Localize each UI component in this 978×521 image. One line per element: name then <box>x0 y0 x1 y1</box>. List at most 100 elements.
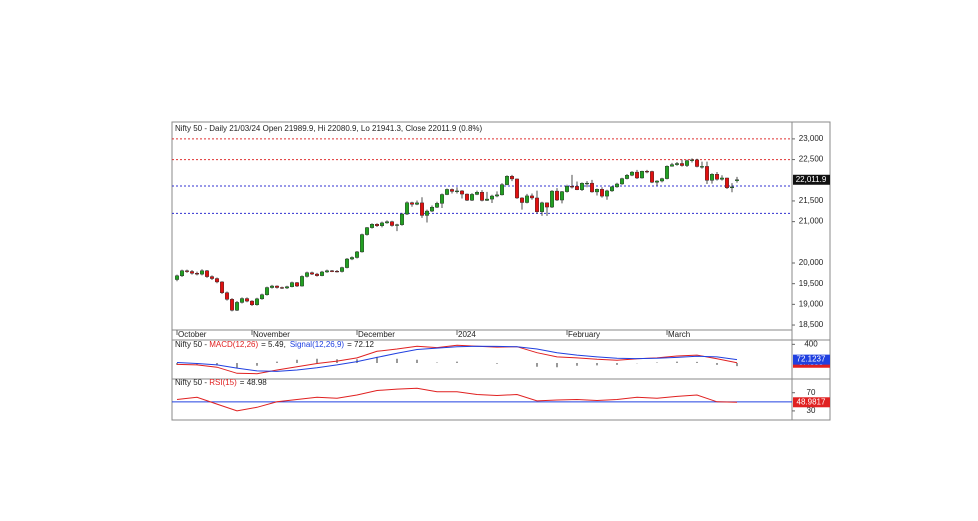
candle-body <box>465 193 470 201</box>
y-tick-label: 18,500 <box>799 320 824 329</box>
candle-body <box>229 299 234 311</box>
y-tick-label: 21,500 <box>799 196 824 205</box>
candle-body <box>325 270 330 273</box>
y-tick-label: 19,000 <box>799 299 824 308</box>
candle-body <box>495 194 500 197</box>
candle-body <box>540 202 545 212</box>
candle-body <box>280 287 285 289</box>
candle-body <box>254 298 259 306</box>
candle-body <box>405 202 410 215</box>
candle-body <box>310 272 315 275</box>
candle-body <box>605 190 610 197</box>
candle-body <box>179 270 184 277</box>
candle-body <box>234 302 239 311</box>
candle-body <box>685 160 690 166</box>
candle-body <box>580 182 585 190</box>
series-line <box>176 345 738 372</box>
y-tick-label: 70 <box>807 388 816 397</box>
candle-body <box>500 184 505 196</box>
candle-body <box>470 194 475 201</box>
candle-body <box>525 195 530 203</box>
candle-body <box>365 227 370 235</box>
candle-body <box>214 278 219 283</box>
candle-body <box>194 273 199 275</box>
value-box-label: 72.1237 <box>797 355 826 364</box>
candle-body <box>615 183 620 188</box>
candle-body <box>400 213 405 225</box>
x-tick-label: February <box>568 330 600 339</box>
candle-body <box>440 194 445 204</box>
x-tick-label: October <box>178 330 207 339</box>
y-tick-label: 23,000 <box>799 134 824 143</box>
candle-body <box>520 197 525 203</box>
value-box <box>793 397 830 408</box>
candle-body <box>710 174 715 181</box>
x-tick-label: December <box>358 330 395 339</box>
candle-body <box>460 190 465 195</box>
candle-body <box>725 177 730 189</box>
candle-body <box>680 163 685 166</box>
candle-body <box>670 164 675 167</box>
candle-body <box>575 186 580 190</box>
chart-title: Nifty 50 - Daily 21/03/24 Open 21989.9, … <box>175 124 483 133</box>
candle-body <box>209 276 214 279</box>
candle-body <box>420 202 425 216</box>
candle-body <box>480 192 485 201</box>
value-box-label: 48.9817 <box>797 397 826 406</box>
legend-name: RSI(15) <box>209 378 237 387</box>
candle-body <box>650 171 655 183</box>
legend: Nifty 50 - RSI(15) = 48.98 <box>175 378 267 387</box>
candle-body <box>199 270 204 275</box>
y-tick-label: 19,500 <box>799 279 824 288</box>
candle-body <box>695 159 700 167</box>
candle-body <box>625 175 630 179</box>
candle-body <box>290 282 295 287</box>
candle-body <box>260 294 265 300</box>
candle-body <box>660 178 665 182</box>
candle-body <box>445 189 450 195</box>
candle-body <box>335 270 340 273</box>
candle-body <box>410 202 415 205</box>
candle-body <box>345 258 350 268</box>
candle-body <box>370 224 375 228</box>
candle-body <box>545 202 550 208</box>
candle-body <box>415 202 420 205</box>
candle-body <box>620 178 625 185</box>
candle-body <box>510 176 515 180</box>
candle-body <box>715 174 720 180</box>
candle-body <box>184 270 189 272</box>
y-tick-label: 21,000 <box>799 217 824 226</box>
candle-body <box>700 166 705 168</box>
candle-body <box>390 221 395 226</box>
y-tick-label: 20,000 <box>799 258 824 267</box>
candle-body <box>630 171 635 176</box>
candle-body <box>355 251 360 258</box>
candle-body <box>174 275 179 280</box>
candle-body <box>189 271 194 274</box>
legend: Nifty 50 - MACD(12,26) = 5.49, Signal(12,2… <box>175 340 375 349</box>
y-tick-label: 400 <box>804 339 818 348</box>
candle-body <box>515 178 520 199</box>
candle-body <box>380 222 385 226</box>
legend-name: Signal(12,26,9) <box>290 340 345 349</box>
candle-body <box>640 171 645 179</box>
candle-body <box>340 267 345 272</box>
candle-body <box>455 190 460 192</box>
x-tick-label: November <box>253 330 290 339</box>
candle-body <box>385 221 390 224</box>
candle-body <box>530 195 535 199</box>
candle-body <box>244 298 249 302</box>
candle-body <box>505 176 510 185</box>
candle-body <box>360 234 365 253</box>
candle-body <box>475 192 480 195</box>
candle-body <box>655 180 660 183</box>
candle-body <box>550 190 555 208</box>
candle-body <box>735 179 740 181</box>
legend-value: = 72.12 <box>347 340 374 349</box>
candle-body <box>450 189 455 192</box>
series-line <box>176 387 738 412</box>
candle-body <box>435 203 440 208</box>
candle-body <box>490 195 495 200</box>
candle-body <box>690 159 695 161</box>
candle-body <box>635 171 640 179</box>
